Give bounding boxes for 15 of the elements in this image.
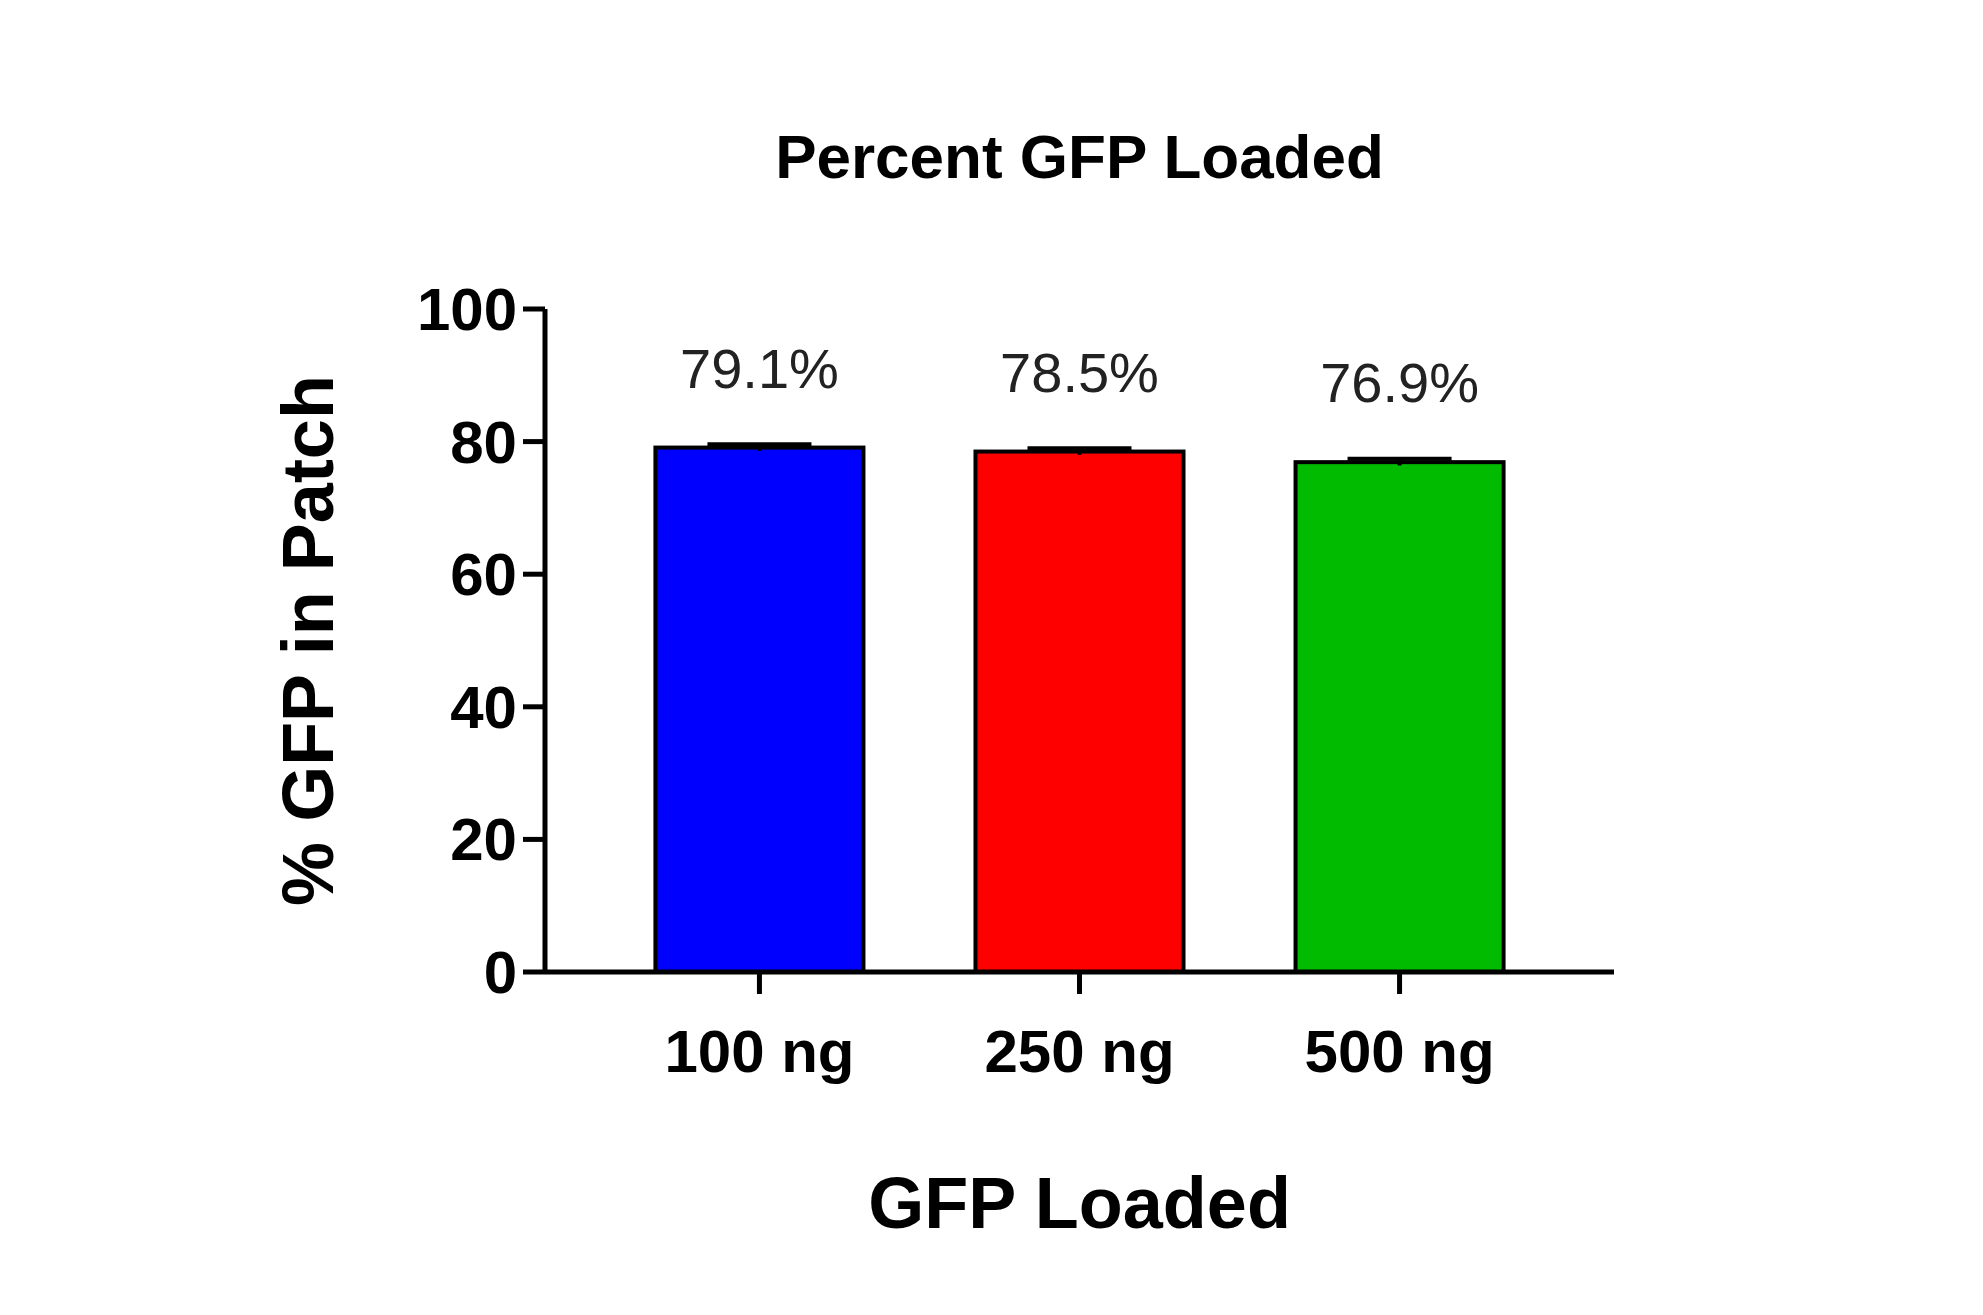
y-tick-label: 40	[450, 673, 517, 741]
y-tick-label: 0	[483, 939, 517, 1006]
data-label: 78.5%	[1000, 340, 1159, 404]
y-axis-title: % GFP in Patch	[268, 375, 348, 906]
x-tick-label: 250 ng	[984, 1018, 1175, 1085]
y-tick-label: 80	[450, 408, 517, 476]
data-label: 79.1%	[680, 336, 839, 400]
data-label: 76.9%	[1320, 351, 1479, 415]
y-tick-label: 60	[450, 541, 517, 609]
x-axis-title: GFP Loaded	[868, 1163, 1291, 1243]
y-tick-label: 100	[416, 276, 517, 343]
chart-title: Percent GFP Loaded	[775, 122, 1384, 191]
x-tick-label: 500 ng	[1304, 1018, 1495, 1085]
y-tick-label: 20	[450, 806, 517, 874]
x-tick-label: 100 ng	[664, 1018, 855, 1085]
